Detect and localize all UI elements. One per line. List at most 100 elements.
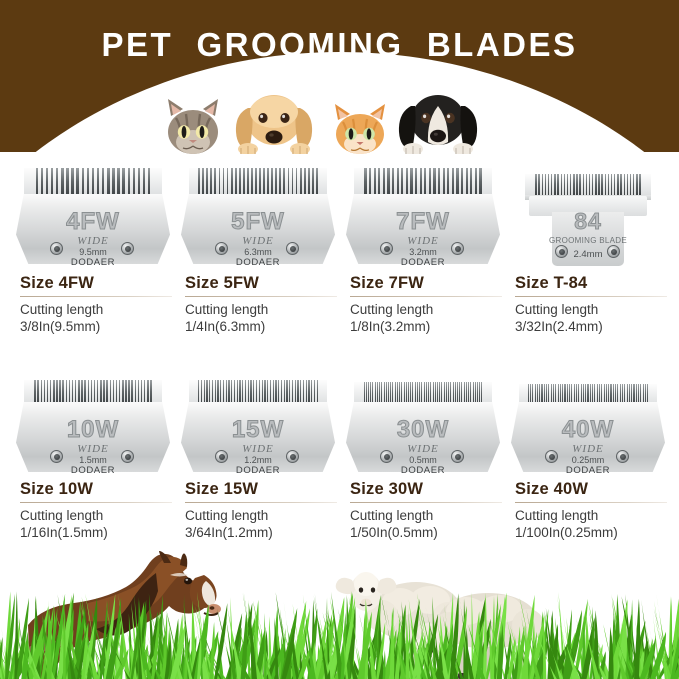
blade-model-label: 5FW: [231, 208, 285, 236]
blade-body: [181, 402, 335, 472]
blade-rivet-right: [121, 242, 134, 255]
cutting-length-value: 1/100In(0.25mm): [515, 525, 618, 540]
blade-model-label: 40W: [561, 416, 615, 444]
blade-rivet-left: [215, 242, 228, 255]
blade-card-10w[interactable]: 10W WIDE 1.5mm DODAER Size 10W Cutting l…: [8, 362, 178, 567]
blade-rivet-left: [50, 242, 63, 255]
blade-rivet-right: [616, 450, 629, 463]
blade-card-30w[interactable]: 30W WIDE 0.5mm DODAER Size 30W Cutting l…: [338, 362, 508, 567]
cutting-length-label: Cutting length: [515, 302, 599, 317]
blade-body: [16, 194, 170, 264]
cutting-length-value: 1/4In(6.3mm): [185, 319, 266, 334]
blade-card-5fw[interactable]: 5FW WIDE 6.3mm DODAER Size 5FW Cutting l…: [173, 152, 343, 367]
blade-caption: Size 15W Cutting length 3/64In(1.2mm): [185, 480, 343, 541]
blade-image-5fw: 5FW WIDE 6.3mm DODAER: [173, 156, 343, 268]
blade-mm-label: 0.5mm: [409, 455, 437, 465]
pet-golden-retriever: [235, 95, 313, 154]
blade-size-title: Size 5FW: [185, 274, 260, 292]
blade-wide-label: WIDE: [407, 443, 439, 455]
blade-body: [346, 402, 500, 472]
blade-card-40w[interactable]: 40W WIDE 0.25mm DODAER Size 40W Cutting …: [503, 362, 673, 567]
blade-rivet-right: [286, 242, 299, 255]
blade-body-top: [529, 196, 647, 216]
blade-card-7fw[interactable]: 7FW WIDE 3.2mm DODAER Size 7FW Cutting l…: [338, 152, 508, 367]
blade-wide-label: WIDE: [407, 235, 439, 247]
blade-image-7fw: 7FW WIDE 3.2mm DODAER: [338, 156, 508, 268]
blade-model-label: 30W: [396, 416, 450, 444]
page-title: PET GROOMING BLADES: [101, 26, 578, 63]
blade-size-title: Size 40W: [515, 480, 589, 498]
blade-card-15w[interactable]: 15W WIDE 1.2mm DODAER Size 15W Cutting l…: [173, 362, 343, 567]
blade-body: [511, 402, 665, 472]
blade-rivet-left: [50, 450, 63, 463]
blade-size-title: Size 15W: [185, 480, 259, 498]
cutting-length-value: 1/50In(0.5mm): [350, 525, 438, 540]
blade-brand-label: DODAER: [400, 257, 446, 268]
blade-rivet-right: [121, 450, 134, 463]
blade-rivet-left: [555, 245, 568, 258]
cutting-length-label: Cutting length: [20, 508, 104, 523]
caption-divider: [515, 296, 667, 297]
blade-image-40w: 40W WIDE 0.25mm DODAER: [503, 366, 673, 478]
bottom-animal-scene: [0, 528, 679, 679]
blade-card-t84[interactable]: 84 GROOMING BLADE 2.4mm Size T-84 Cuttin…: [503, 152, 673, 367]
cutting-length-label: Cutting length: [515, 508, 599, 523]
blade-wide-label: WIDE: [572, 443, 604, 455]
header-banner: PET GROOMING BLADES: [0, 0, 679, 152]
cutting-length-value: 3/64In(1.2mm): [185, 525, 273, 540]
blade-brand-label: DODAER: [235, 257, 281, 268]
blade-size-title: Size T-84: [515, 274, 588, 292]
cutting-length-value: 1/8In(3.2mm): [350, 319, 431, 334]
cutting-length-value: 1/16In(1.5mm): [20, 525, 108, 540]
blade-brand-label: DODAER: [400, 465, 446, 476]
blade-mm-label: 1.2mm: [244, 455, 272, 465]
blade-brand-label: DODAER: [235, 465, 281, 476]
blade-body: [346, 194, 500, 264]
blade-caption: Size 30W Cutting length 1/50In(0.5mm): [350, 480, 508, 541]
blade-rivet-left: [215, 450, 228, 463]
pet-orange-cat: [335, 104, 385, 154]
blade-caption: Size 10W Cutting length 1/16In(1.5mm): [20, 480, 178, 541]
blade-model-label: 10W: [66, 416, 120, 444]
blade-row-2: 10W WIDE 1.5mm DODAER Size 10W Cutting l…: [0, 362, 679, 567]
blade-model-label: 4FW: [66, 208, 120, 236]
blade-caption: Size 4FW Cutting length 3/8In(9.5mm): [20, 274, 178, 335]
blade-mm-label: 3.2mm: [409, 247, 437, 257]
caption-divider: [515, 502, 667, 503]
blade-caption: Size 40W Cutting length 1/100In(0.25mm): [515, 480, 673, 541]
blade-image-15w: 15W WIDE 1.2mm DODAER: [173, 366, 343, 478]
caption-divider: [350, 296, 502, 297]
blade-mm-label: 0.25mm: [571, 455, 605, 465]
blade-image-4fw: 4FW WIDE 9.5mm DODAER: [8, 156, 178, 268]
caption-divider: [185, 296, 337, 297]
blade-size-title: Size 10W: [20, 480, 94, 498]
blade-caption: Size T-84 Cutting length 3/32In(2.4mm): [515, 274, 673, 335]
blade-brand-label: DODAER: [70, 257, 116, 268]
cutting-length-label: Cutting length: [20, 302, 104, 317]
blade-caption: Size 5FW Cutting length 1/4In(6.3mm): [185, 274, 343, 335]
blade-size-title: Size 7FW: [350, 274, 425, 292]
blade-rivet-left: [545, 450, 558, 463]
blade-wide-label: WIDE: [242, 235, 274, 247]
blade-model-label: 7FW: [396, 208, 450, 236]
scene-grass: [0, 587, 679, 679]
blade-brand-label: DODAER: [70, 465, 116, 476]
cutting-length-label: Cutting length: [185, 508, 269, 523]
blade-rivet-right: [451, 242, 464, 255]
cutting-length-value: 3/32In(2.4mm): [515, 319, 603, 334]
caption-divider: [350, 502, 502, 503]
blade-mm-label: 6.3mm: [244, 247, 272, 257]
blade-model-label: 15W: [231, 416, 285, 444]
pet-tabby-cat: [168, 99, 218, 154]
blade-mm-label: 9.5mm: [79, 247, 107, 257]
blade-card-4fw[interactable]: 4FW WIDE 9.5mm DODAER Size 4FW Cutting l…: [8, 152, 178, 367]
blade-rivet-left: [380, 242, 393, 255]
blade-rivet-left: [380, 450, 393, 463]
blade-image-30w: 30W WIDE 0.5mm DODAER: [338, 366, 508, 478]
blade-model-label: 84: [574, 208, 602, 235]
blade-rivet-right: [451, 450, 464, 463]
caption-divider: [20, 502, 172, 503]
blade-body: [16, 402, 170, 472]
cutting-length-value: 3/8In(9.5mm): [20, 319, 101, 334]
